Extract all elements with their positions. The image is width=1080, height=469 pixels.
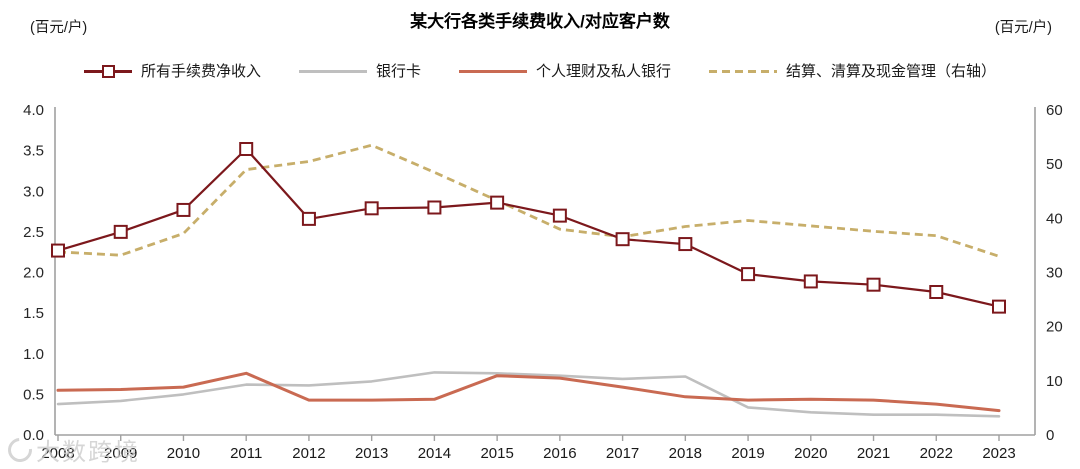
data-point-marker — [51, 243, 65, 258]
data-point-marker — [364, 201, 379, 216]
legend-line — [298, 69, 367, 73]
legend-label: 所有手续费净收入 — [140, 63, 261, 80]
data-point-marker — [490, 195, 505, 210]
data-point-marker — [113, 224, 128, 239]
x-axis-label: 2015 — [480, 445, 513, 462]
x-axis-label: 2008 — [41, 445, 74, 462]
legend-label: 银行卡 — [375, 63, 421, 80]
series-line-0 — [56, 147, 1001, 308]
legend-line-swatch — [298, 65, 367, 77]
legend-item-1: 银行卡 — [298, 60, 421, 81]
data-point-marker — [929, 285, 944, 299]
data-point-marker — [741, 267, 756, 282]
data-point-marker — [678, 237, 693, 252]
right-axis-tick-label: 30 — [1046, 265, 1063, 282]
legend-label: 个人理财及私人银行 — [536, 63, 672, 80]
left-axis-tick-label: 0.5 — [23, 386, 44, 403]
x-axis-label: 2020 — [794, 445, 827, 462]
left-axis-unit-label: (百元/户) — [30, 20, 88, 36]
data-point-marker — [427, 200, 442, 215]
x-axis-label: 2017 — [606, 445, 639, 462]
x-axis-label: 2011 — [230, 445, 262, 462]
series-line-1 — [56, 371, 1001, 418]
series-line-2 — [56, 371, 1001, 413]
legend-line-swatch — [459, 65, 527, 77]
left-axis-tick-label: 3.0 — [23, 183, 44, 200]
right-axis-tick-label: 0 — [1046, 427, 1054, 444]
chart-title: 某大行各类手续费收入/对应客户数 — [410, 12, 670, 31]
x-axis-label: 2016 — [543, 445, 576, 462]
right-axis-unit-label: (百元/户) — [994, 20, 1052, 36]
x-axis-label: 2019 — [731, 445, 764, 462]
right-axis-tick-label: 10 — [1046, 373, 1063, 390]
x-axis-label: 2010 — [167, 445, 200, 462]
legend-line — [709, 69, 778, 73]
legend-line — [459, 69, 527, 73]
legend-dashed-line-swatch — [709, 65, 778, 77]
legend-square-marker — [101, 64, 115, 78]
left-axis-tick-label: 4.0 — [23, 102, 44, 119]
legend-item-2: 个人理财及私人银行 — [459, 60, 671, 81]
right-axis-tick-label: 20 — [1046, 319, 1063, 336]
x-axis-label: 2013 — [355, 445, 388, 462]
data-point-marker — [301, 211, 316, 226]
left-axis-tick-label: 3.5 — [23, 143, 44, 160]
left-axis-tick-label: 2.0 — [23, 265, 44, 282]
x-axis-label: 2012 — [292, 445, 325, 462]
data-point-marker — [992, 299, 1006, 314]
x-axis-label: 2023 — [982, 445, 1015, 462]
legend: 所有手续费净收入 银行卡 个人理财及私人银行 结算、清算及现金管理（右轴） — [0, 60, 1080, 81]
x-axis-label: 2021 — [857, 445, 890, 462]
right-axis-tick-label: 50 — [1046, 156, 1063, 173]
x-axis-label: 2009 — [104, 445, 137, 462]
left-axis-tick-label: 0.0 — [23, 427, 44, 444]
legend-line-swatch — [83, 64, 132, 78]
right-axis-tick-label: 60 — [1046, 102, 1063, 119]
data-point-marker — [803, 274, 818, 289]
left-axis-tick-label: 1.0 — [23, 346, 44, 363]
data-point-marker — [552, 208, 567, 223]
legend-item-0: 所有手续费净收入 — [83, 60, 261, 81]
series-line-3 — [57, 143, 1000, 258]
x-axis-label: 2014 — [418, 445, 451, 462]
left-axis-tick-label: 2.5 — [23, 224, 44, 241]
data-point-marker — [866, 277, 881, 292]
legend-label: 结算、清算及现金管理（右轴） — [786, 63, 997, 80]
data-point-marker — [615, 232, 630, 247]
right-axis-tick-label: 40 — [1046, 210, 1063, 227]
left-axis-tick-label: 1.5 — [23, 305, 44, 322]
legend-item-3: 结算、清算及现金管理（右轴） — [709, 60, 996, 81]
data-point-marker — [239, 142, 254, 156]
data-point-marker — [176, 202, 191, 217]
x-axis-label: 2018 — [669, 445, 702, 462]
x-axis-label: 2022 — [920, 445, 953, 462]
